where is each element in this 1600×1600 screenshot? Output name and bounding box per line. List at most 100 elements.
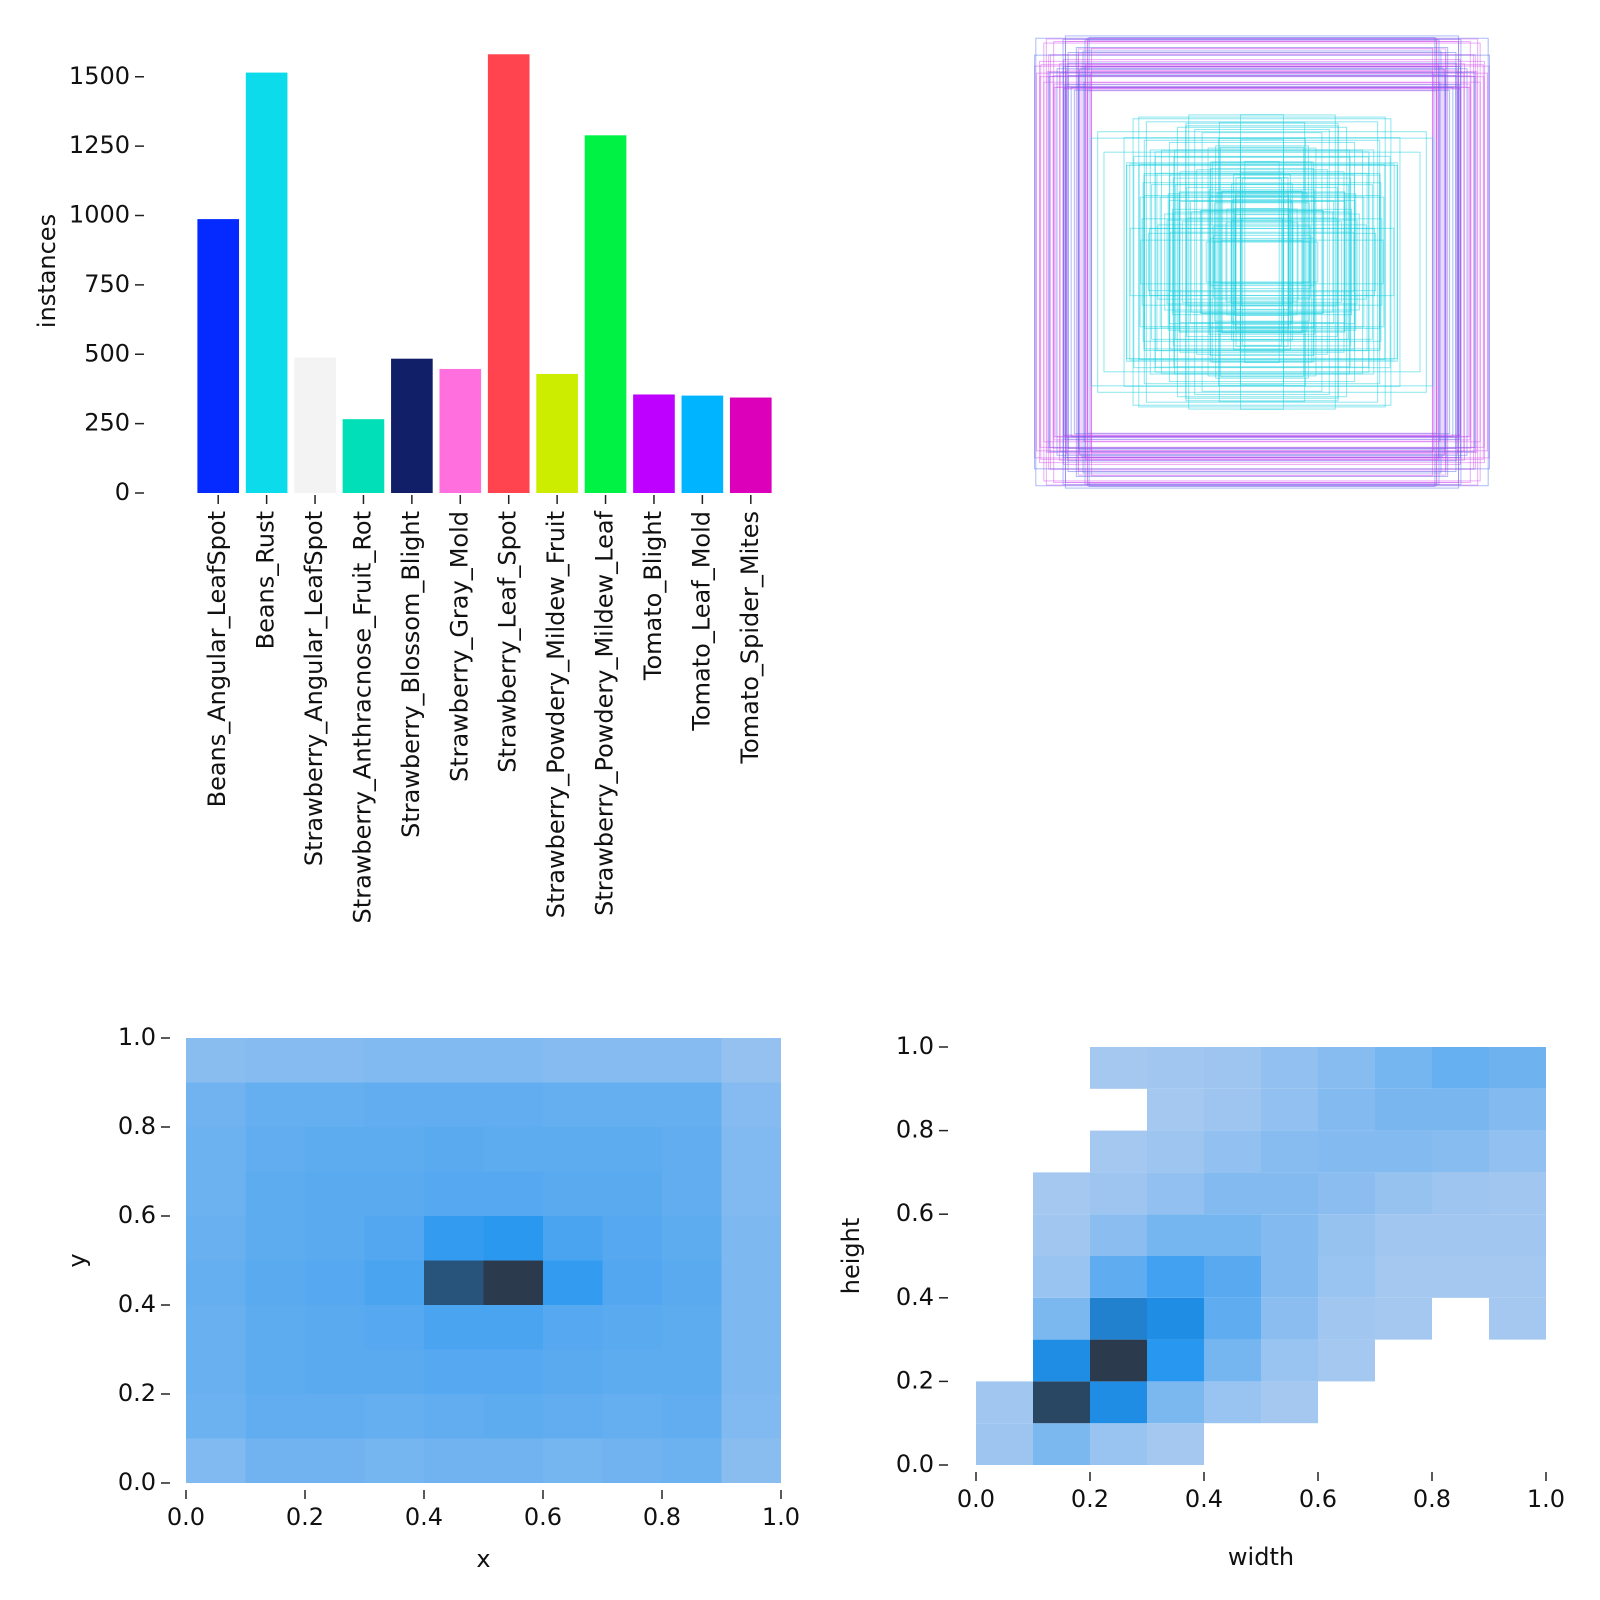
x-tick-label: Beans_Angular_LeafSpot xyxy=(203,511,231,807)
x-tick-label: Tomato_Leaf_Mold xyxy=(687,511,715,732)
hist-cell xyxy=(721,1349,781,1394)
hist-cell xyxy=(1204,1214,1261,1256)
hist-cell xyxy=(662,1260,722,1305)
hist-cell xyxy=(305,1260,365,1305)
bar xyxy=(439,368,482,493)
label-box xyxy=(1160,149,1364,375)
label-box xyxy=(1085,63,1439,461)
hist-cell xyxy=(305,1127,365,1172)
hist-cell xyxy=(424,1127,484,1172)
label-box xyxy=(1084,39,1440,485)
hist-cell xyxy=(602,1438,662,1483)
hist-cell xyxy=(305,1349,365,1394)
hist-cell xyxy=(186,1038,246,1083)
hist-cell xyxy=(1204,1256,1261,1298)
x-tick-label: Strawberry_Powdery_Mildew_Fruit xyxy=(542,511,570,918)
hist-cell xyxy=(424,1171,484,1216)
y-tick-label: 0.8 xyxy=(118,1112,156,1140)
x-tick-label: 0.2 xyxy=(1071,1485,1109,1513)
label-box xyxy=(1154,156,1370,368)
x-tick-label: 0.0 xyxy=(167,1503,205,1531)
label-box xyxy=(1179,191,1345,333)
hist-cell xyxy=(721,1305,781,1350)
hist-cell xyxy=(1318,1381,1375,1423)
label-box xyxy=(1235,177,1289,347)
y-tick-label: 0.6 xyxy=(896,1199,934,1227)
hist-cell xyxy=(662,1394,722,1439)
label-box xyxy=(1086,40,1438,484)
label-box xyxy=(1062,88,1462,436)
label-box xyxy=(1086,37,1438,487)
hist-cell xyxy=(1147,1130,1204,1173)
hist-cell xyxy=(1489,1381,1546,1423)
hist-cell xyxy=(1090,1423,1147,1465)
hist-cell xyxy=(1375,1381,1432,1423)
hist-cell xyxy=(662,1438,722,1483)
hist-cell xyxy=(424,1216,484,1261)
label-box xyxy=(1209,167,1315,357)
label-box xyxy=(1045,38,1479,486)
label-box xyxy=(1056,68,1468,456)
label-box xyxy=(1148,228,1376,296)
hist-cell xyxy=(245,1260,305,1305)
x-tick-label: Beans_Rust xyxy=(252,511,280,649)
hist-cell xyxy=(1147,1423,1204,1465)
hist-cell xyxy=(305,1438,365,1483)
hist-cell xyxy=(1147,1047,1204,1089)
label-box xyxy=(1067,75,1457,449)
label-box xyxy=(1240,114,1284,410)
label-box xyxy=(1052,75,1472,449)
hist-cell xyxy=(1090,1089,1147,1131)
hist-cell xyxy=(1489,1088,1546,1131)
hist-cell xyxy=(245,1082,305,1127)
label-box xyxy=(1178,200,1346,324)
hist-cell xyxy=(543,1216,603,1261)
label-box xyxy=(1063,58,1461,466)
label-box xyxy=(1235,195,1289,329)
x-tick-label: Strawberry_Gray_Mold xyxy=(445,511,473,782)
label-box xyxy=(1179,171,1345,353)
label-box xyxy=(1141,218,1383,306)
hist-cell xyxy=(1489,1047,1546,1089)
hist-cell xyxy=(1204,1047,1261,1089)
hist-cell xyxy=(1375,1130,1432,1173)
hist-cell xyxy=(976,1089,1033,1131)
label-box xyxy=(1067,62,1457,462)
x-tick-label: 0.0 xyxy=(957,1485,995,1513)
label-box xyxy=(1034,65,1490,459)
hist-cell xyxy=(976,1340,1033,1382)
hist-cell xyxy=(245,1171,305,1216)
label-box xyxy=(1139,196,1385,328)
hist-cell xyxy=(1204,1381,1261,1424)
hist-cell xyxy=(1147,1172,1204,1215)
hist-cell xyxy=(364,1349,424,1394)
label-box xyxy=(1059,72,1465,452)
label-box xyxy=(1168,141,1356,383)
hist-cell xyxy=(602,1394,662,1439)
hist-cell xyxy=(1033,1423,1090,1465)
hist-cell xyxy=(1432,1256,1489,1298)
hist-cell xyxy=(1375,1297,1432,1340)
hist-cell xyxy=(721,1394,781,1439)
label-box xyxy=(1065,86,1459,438)
label-box xyxy=(1053,83,1471,441)
hist-cell xyxy=(1318,1130,1375,1173)
hist-cell xyxy=(245,1349,305,1394)
y-tick-label: 0.4 xyxy=(896,1283,934,1311)
hist-cell xyxy=(483,1349,543,1394)
x-tick-label: Strawberry_Powdery_Mildew_Leaf xyxy=(591,510,619,915)
label-box xyxy=(1185,125,1339,399)
hist-cell xyxy=(305,1082,365,1127)
hist-cell xyxy=(721,1438,781,1483)
label-box xyxy=(1066,69,1458,455)
label-box xyxy=(1226,208,1298,316)
hist-cell xyxy=(1090,1256,1147,1298)
hist-cell xyxy=(543,1394,603,1439)
label-box xyxy=(1088,37,1436,487)
hist-cell xyxy=(662,1038,722,1083)
hist-cell xyxy=(305,1216,365,1261)
hist-cell xyxy=(1090,1381,1147,1424)
label-box xyxy=(1167,193,1357,331)
hist-cell xyxy=(186,1394,246,1439)
label-box xyxy=(1159,196,1365,328)
